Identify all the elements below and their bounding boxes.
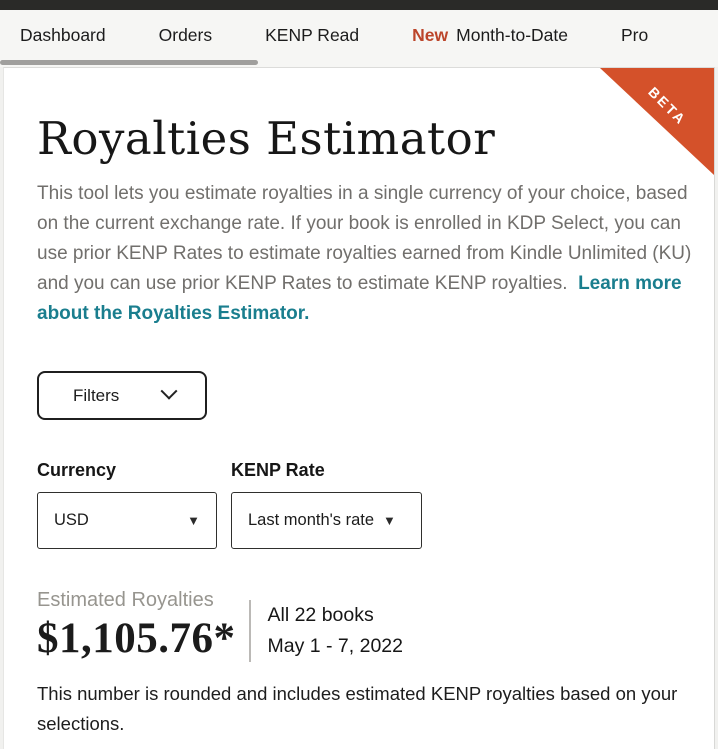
tab-month-to-date[interactable]: New Month-to-Date [412, 25, 568, 46]
date-range: May 1 - 7, 2022 [267, 635, 404, 657]
tab-pro-label: Pro [621, 25, 649, 45]
estimated-royalties-block: Estimated Royalties $1,105.76* [37, 589, 236, 663]
currency-label: Currency [37, 460, 117, 480]
currency-select[interactable]: USD ▼ [37, 492, 217, 549]
triangle-down-icon: ▼ [383, 513, 396, 528]
tool-description: This tool lets you estimate royalties in… [37, 179, 699, 329]
tab-dashboard[interactable]: Dashboard [20, 25, 106, 46]
tab-kenp-read-label: KENP Read [265, 25, 360, 45]
kenp-rate-control: KENP Rate Last month's rate ▼ [231, 460, 422, 549]
tab-orders[interactable]: Orders [159, 25, 212, 46]
triangle-down-icon: ▼ [187, 513, 200, 528]
window-top-bar [0, 0, 718, 10]
currency-value: USD [54, 511, 89, 529]
controls-row: Currency USD ▼ KENP Rate Last month's ra… [37, 460, 686, 549]
filters-button[interactable]: Filters [37, 371, 207, 420]
new-badge: New [412, 25, 449, 45]
books-scope: All 22 books [267, 604, 374, 626]
rounding-footnote: This number is rounded and includes esti… [37, 683, 678, 734]
tab-orders-label: Orders [158, 25, 213, 45]
description-text: This tool lets you estimate royalties in… [37, 183, 692, 294]
reports-nav: Dashboard Orders KENP Read New Month-to-… [0, 10, 718, 67]
chevron-down-icon [160, 382, 178, 400]
tab-dashboard-label: Dashboard [20, 25, 106, 45]
nav-scrollbar-thumb[interactable] [0, 60, 258, 65]
tab-month-to-date-label: Month-to-Date [456, 25, 568, 45]
tab-kenp-read[interactable]: KENP Read [265, 25, 359, 46]
tab-pro-clipped[interactable]: Pro [621, 25, 648, 46]
summary-divider [248, 600, 251, 662]
learn-more-link[interactable]: Learn more about the Royalties Estimator… [37, 273, 682, 324]
page-title: Royalties Estimator [37, 112, 496, 165]
estimated-royalties-amount: $1,105.76* [37, 615, 236, 662]
currency-control: Currency USD ▼ [37, 460, 217, 549]
royalties-summary: Estimated Royalties $1,105.76* All 22 bo… [37, 589, 686, 663]
kenp-rate-select[interactable]: Last month's rate ▼ [231, 492, 422, 549]
estimated-royalties-label: Estimated Royalties [37, 589, 214, 611]
summary-scope-block: All 22 books May 1 - 7, 2022 [268, 600, 404, 662]
royalties-estimator-panel: BETA Royalties Estimator This tool lets … [3, 67, 715, 749]
kenp-rate-value: Last month's rate [248, 511, 375, 529]
kenp-rate-label: KENP Rate [231, 460, 325, 480]
filters-button-label: Filters [73, 385, 120, 405]
